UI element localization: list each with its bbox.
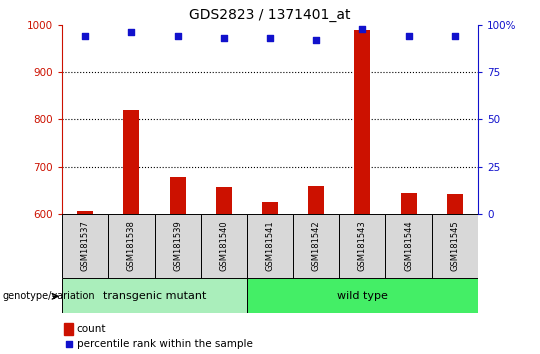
Bar [354, 29, 370, 214]
Text: GSM181543: GSM181543 [358, 221, 367, 272]
Bar [201, 214, 247, 278]
Bar [262, 202, 278, 214]
Text: GSM181540: GSM181540 [219, 221, 228, 272]
Bar [215, 187, 232, 214]
Bar [247, 278, 478, 313]
Bar [293, 214, 339, 278]
Bar [401, 193, 417, 214]
Bar [170, 177, 186, 214]
Text: GSM181545: GSM181545 [450, 221, 460, 272]
Point [64, 341, 73, 347]
Title: GDS2823 / 1371401_at: GDS2823 / 1371401_at [189, 8, 351, 22]
Bar [386, 214, 431, 278]
Text: GSM181542: GSM181542 [312, 221, 321, 272]
Bar [62, 214, 109, 278]
Text: genotype/variation: genotype/variation [3, 291, 96, 301]
Bar [64, 324, 73, 335]
Text: GSM181538: GSM181538 [127, 221, 136, 272]
Bar [123, 110, 139, 214]
Point [81, 33, 90, 39]
Bar [247, 214, 293, 278]
Point [127, 29, 136, 35]
Point [358, 26, 367, 32]
Bar [339, 214, 386, 278]
Bar [109, 214, 154, 278]
Text: GSM181537: GSM181537 [80, 221, 90, 272]
Point [173, 33, 182, 39]
Text: wild type: wild type [337, 291, 388, 301]
Point [266, 35, 274, 41]
Point [450, 33, 459, 39]
Point [312, 37, 321, 43]
Bar [308, 186, 325, 214]
Bar [431, 214, 478, 278]
Bar [447, 194, 463, 214]
Text: transgenic mutant: transgenic mutant [103, 291, 206, 301]
Bar [62, 278, 247, 313]
Point [219, 35, 228, 41]
Point [404, 33, 413, 39]
Bar [154, 214, 201, 278]
Text: GSM181544: GSM181544 [404, 221, 413, 272]
Text: percentile rank within the sample: percentile rank within the sample [77, 339, 253, 349]
Text: GSM181539: GSM181539 [173, 221, 182, 272]
Text: GSM181541: GSM181541 [266, 221, 274, 272]
Text: count: count [77, 324, 106, 334]
Bar [77, 211, 93, 214]
